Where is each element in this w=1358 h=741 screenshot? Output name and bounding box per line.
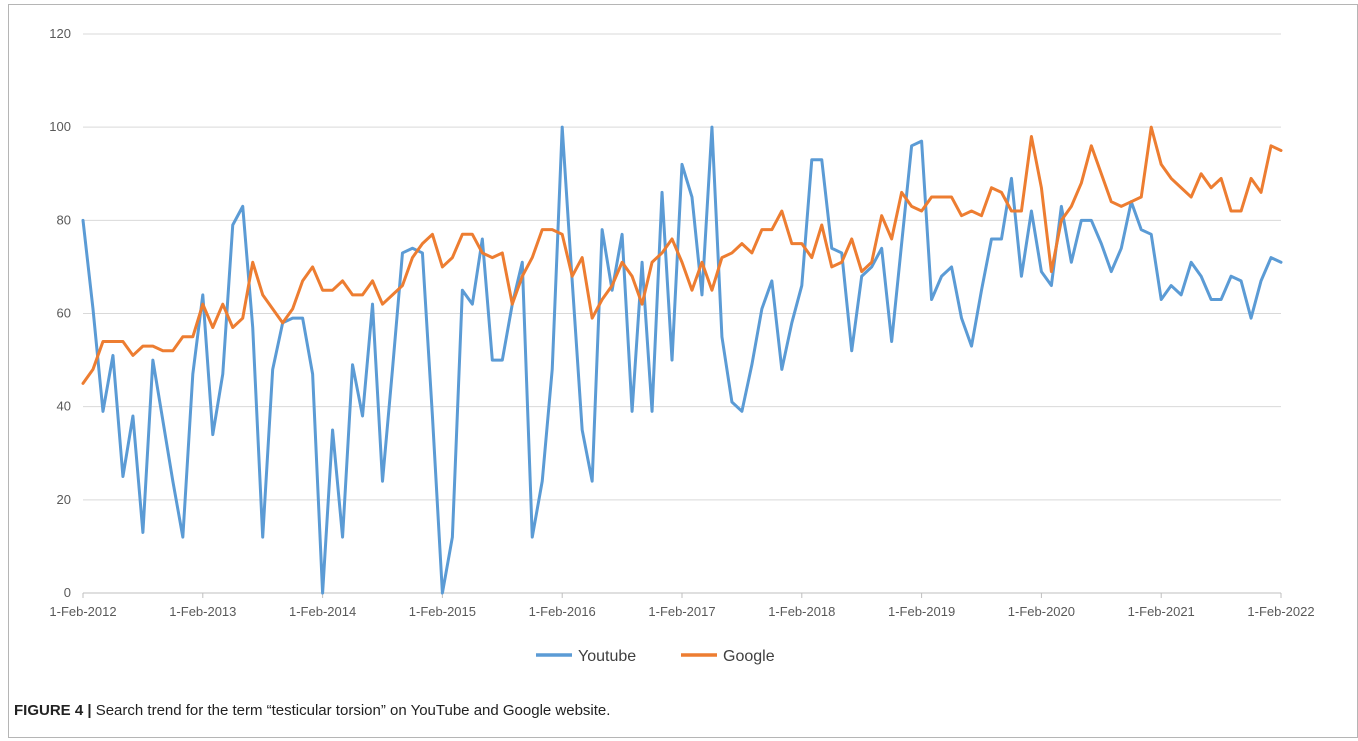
y-tick-label: 0 [64, 585, 71, 600]
x-tick-label: 1-Feb-2021 [1128, 604, 1195, 619]
series-lines [81, 125, 1283, 595]
series-line-google [81, 125, 1283, 385]
y-tick-label: 80 [57, 212, 71, 227]
x-tick-label: 1-Feb-2013 [169, 604, 236, 619]
gridlines [83, 33, 1281, 501]
legend: Youtube Google [536, 648, 775, 665]
axes: 0 20 40 60 80 100 120 1-Feb-2012 1-Feb-2013 1-Feb… [49, 26, 1314, 619]
legend-label-youtube: Youtube [578, 648, 636, 665]
x-tick-label: 1-Feb-2019 [888, 604, 955, 619]
x-tick-label: 1-Feb-2017 [648, 604, 715, 619]
caption-label: FIGURE 4 | [14, 702, 92, 719]
y-tick-label: 20 [57, 492, 71, 507]
y-tick-label: 100 [49, 119, 71, 134]
x-tick-label: 1-Feb-2012 [49, 604, 116, 619]
x-tick-label: 1-Feb-2016 [529, 604, 596, 619]
x-tick-label: 1-Feb-2014 [289, 604, 356, 619]
caption-text: Search trend for the term “testicular to… [91, 702, 611, 719]
x-tick-label: 1-Feb-2022 [1247, 604, 1314, 619]
x-tick-label: 1-Feb-2015 [409, 604, 476, 619]
series-line-youtube [81, 125, 1283, 595]
legend-label-google: Google [723, 648, 775, 665]
y-tick-label: 40 [57, 399, 71, 414]
y-tick-label: 60 [57, 306, 71, 321]
line-chart: 0 20 40 60 80 100 120 1-Feb-2012 1-Feb-2013 1-Feb… [49, 26, 1314, 665]
x-tick-label: 1-Feb-2018 [768, 604, 835, 619]
y-tick-label: 120 [49, 26, 71, 41]
figure-caption: FIGURE 4 | Search trend for the term “te… [14, 702, 610, 719]
x-tick-label: 1-Feb-2020 [1008, 604, 1075, 619]
